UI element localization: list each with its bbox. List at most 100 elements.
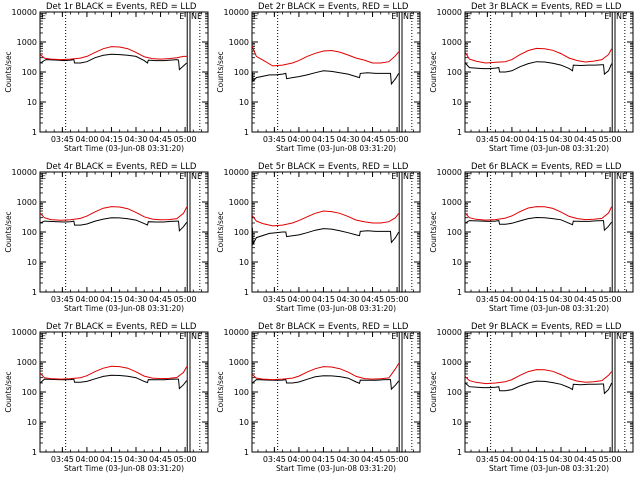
- panel-det-6: Det 6r BLACK = Events, RED = LLD 1 10 100 10…: [429, 162, 634, 313]
- corner-mark-mid: E: [604, 12, 609, 21]
- y-axis-label: Counts/sec: [4, 211, 13, 252]
- x-tick-label: 04:45: [149, 135, 172, 144]
- x-tick-label: 05:00: [599, 295, 622, 304]
- corner-mark-left: E: [253, 12, 258, 21]
- series-line-events: [251, 70, 400, 86]
- x-tick-label: 04:15: [100, 295, 123, 304]
- panel-det-5: Det 5r BLACK = Events, RED = LLD 1 10 100 10…: [216, 162, 421, 313]
- corner-mark-right: NE: [403, 12, 414, 21]
- panel-det-2: Det 2r BLACK = Events, RED = LLD 1 10 100 10…: [216, 2, 421, 153]
- corner-mark-mid: E: [391, 12, 396, 21]
- panel-title: Det 7r BLACK = Events, RED = LLD: [46, 322, 197, 332]
- corner-mark-mid: E: [604, 172, 609, 181]
- x-axis-label: Start Time (03-Jun-08 03:31:20): [64, 144, 184, 153]
- y-tick-label: 10000: [12, 8, 37, 17]
- corner-mark-left: E: [466, 172, 471, 181]
- y-axis-label: Counts/sec: [429, 371, 438, 412]
- panel-det-4: Det 4r BLACK = Events, RED = LLD 1 10 100 10…: [4, 162, 209, 313]
- y-tick-label: 1000: [442, 358, 462, 367]
- x-tick-label: 04:45: [361, 135, 384, 144]
- corner-mark-right: NE: [191, 12, 202, 21]
- x-tick-label: 05:00: [599, 455, 622, 464]
- y-axis-label: Counts/sec: [216, 211, 225, 252]
- corner-mark-mid: E: [391, 332, 396, 341]
- x-tick-label: 04:00: [500, 455, 523, 464]
- x-tick-label: 04:15: [525, 295, 548, 304]
- corner-mark-right: NE: [616, 12, 627, 21]
- x-axis-label: Start Time (03-Jun-08 03:31:20): [276, 304, 396, 313]
- x-tick-label: 04:45: [149, 295, 172, 304]
- y-tick-label: 10000: [12, 328, 37, 337]
- x-tick-label: 04:30: [336, 295, 359, 304]
- y-tick-label: 1000: [229, 198, 249, 207]
- x-tick-label: 05:00: [386, 455, 409, 464]
- y-tick-label: 100: [447, 228, 462, 237]
- x-tick-label: 04:30: [124, 455, 147, 464]
- corner-mark-right: NE: [191, 172, 202, 181]
- x-tick-label: 04:15: [100, 135, 123, 144]
- y-axis-label: Counts/sec: [4, 371, 13, 412]
- y-tick-label: 1000: [17, 38, 37, 47]
- x-tick-label: 03:45: [476, 135, 499, 144]
- corner-mark-left: E: [466, 332, 471, 341]
- x-tick-label: 04:00: [287, 295, 310, 304]
- x-tick-label: 05:00: [386, 135, 409, 144]
- x-tick-label: 04:45: [361, 295, 384, 304]
- corner-mark-right: NE: [403, 332, 414, 341]
- y-tick-label: 10: [452, 258, 462, 267]
- x-tick-label: 04:15: [312, 135, 335, 144]
- x-tick-label: 03:45: [51, 135, 74, 144]
- x-tick-label: 05:00: [174, 135, 197, 144]
- y-tick-label: 100: [22, 388, 37, 397]
- series-line-lld: [464, 206, 613, 221]
- y-tick-label: 10: [27, 98, 37, 107]
- corner-mark-mid: E: [179, 332, 184, 341]
- series-line-lld: [39, 365, 188, 380]
- y-tick-label: 10: [239, 258, 249, 267]
- x-tick-label: 04:30: [549, 135, 572, 144]
- corner-mark-right: NE: [616, 172, 627, 181]
- corner-mark-mid: E: [179, 12, 184, 21]
- panel-title: Det 3r BLACK = Events, RED = LLD: [471, 2, 622, 12]
- x-tick-label: 04:30: [549, 295, 572, 304]
- corner-mark-left: E: [41, 12, 46, 21]
- y-tick-label: 10000: [224, 8, 249, 17]
- x-axis-label: Start Time (03-Jun-08 03:31:20): [489, 304, 609, 313]
- x-tick-label: 03:45: [51, 295, 74, 304]
- series-line-events: [465, 216, 613, 232]
- corner-mark-right: NE: [403, 172, 414, 181]
- y-tick-label: 10: [27, 418, 37, 427]
- corner-mark-left: E: [253, 332, 258, 341]
- y-tick-label: 10000: [224, 328, 249, 337]
- y-tick-label: 1: [32, 288, 37, 297]
- x-axis-label: Start Time (03-Jun-08 03:31:20): [489, 144, 609, 153]
- y-axis-label: Counts/sec: [4, 51, 13, 92]
- y-axis-label: Counts/sec: [429, 211, 438, 252]
- series-line-lld: [464, 47, 613, 64]
- x-tick-label: 04:30: [124, 295, 147, 304]
- x-tick-label: 04:30: [336, 455, 359, 464]
- series-line-lld: [251, 210, 400, 227]
- series-line-lld: [39, 206, 188, 221]
- corner-mark-right: NE: [191, 332, 202, 341]
- y-tick-label: 100: [234, 228, 249, 237]
- y-tick-label: 1000: [229, 358, 249, 367]
- y-axis-label: Counts/sec: [216, 51, 225, 92]
- panel-det-9: Det 9r BLACK = Events, RED = LLD 1 10 100 10…: [429, 322, 634, 473]
- corner-mark-left: E: [253, 172, 258, 181]
- x-tick-label: 03:45: [51, 455, 74, 464]
- y-tick-label: 10000: [437, 168, 462, 177]
- x-axis-label: Start Time (03-Jun-08 03:31:20): [276, 464, 396, 473]
- x-tick-label: 04:45: [574, 295, 597, 304]
- y-tick-label: 100: [22, 68, 37, 77]
- series-line-lld: [464, 369, 613, 385]
- series-line-events: [251, 375, 400, 391]
- x-tick-label: 05:00: [174, 455, 197, 464]
- panel-title: Det 1r BLACK = Events, RED = LLD: [46, 2, 197, 12]
- series-line-events: [464, 380, 613, 395]
- y-tick-label: 1: [244, 288, 249, 297]
- x-tick-label: 03:45: [263, 455, 286, 464]
- y-tick-label: 10: [452, 98, 462, 107]
- panel-det-7: Det 7r BLACK = Events, RED = LLD 1 10 100 10…: [4, 322, 209, 473]
- x-tick-label: 04:45: [574, 135, 597, 144]
